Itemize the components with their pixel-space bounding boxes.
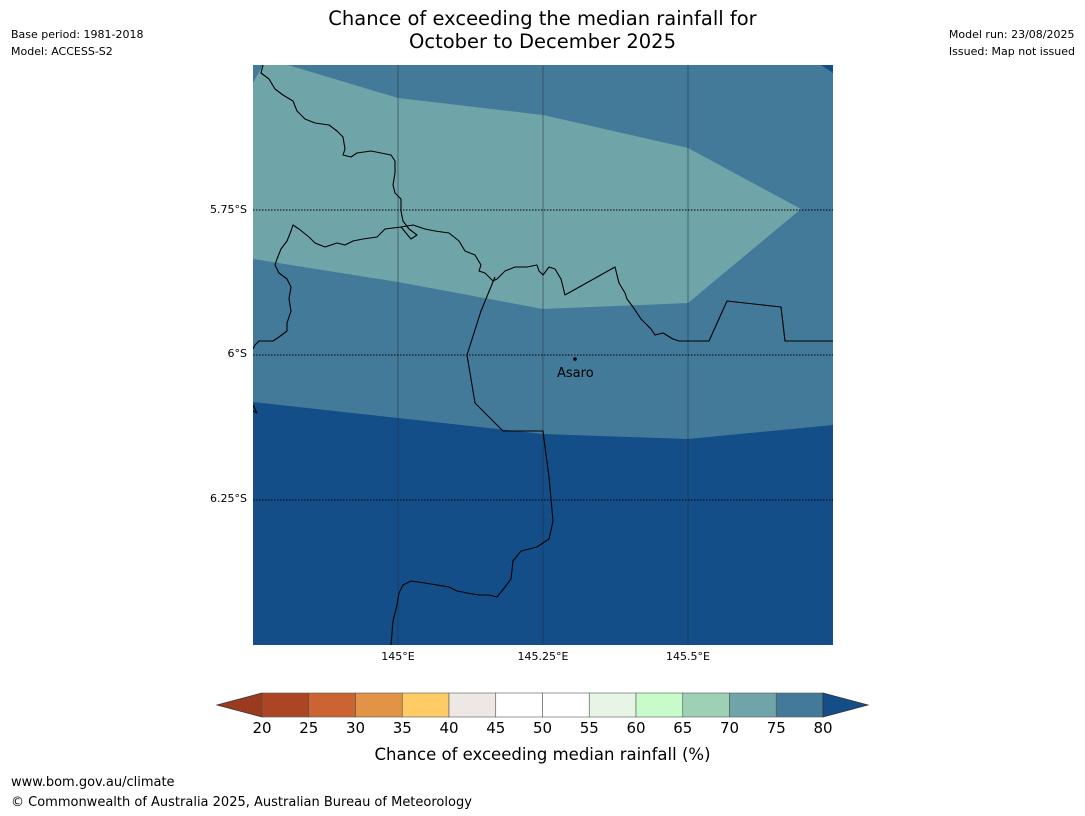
colorbar-tick-label: 80 <box>813 719 833 737</box>
colorbar-tick-label: 55 <box>579 719 599 737</box>
asaro-marker <box>573 357 577 361</box>
model-name: Model: ACCESS-S2 <box>11 45 113 58</box>
colorbar-segment <box>775 692 824 718</box>
lon-label-145-5e: 145.5°E <box>666 650 710 663</box>
lon-label-145e: 145°E <box>381 650 415 663</box>
colorbar-segment <box>542 692 590 718</box>
colorbar-tick-label: 30 <box>345 719 366 737</box>
zone-over-80-corner <box>821 65 833 73</box>
parallel-lines <box>253 209 833 501</box>
footer-url[interactable]: www.bom.gov.au/climate <box>11 775 175 790</box>
colorbar-segments <box>261 692 824 718</box>
colorbar-under-arrow <box>215 692 263 718</box>
colorbar-segment <box>635 692 684 718</box>
lat-label-5-75s: 5.75°S <box>210 203 247 216</box>
zone-70-75 <box>253 65 801 309</box>
title-line-1: Chance of exceeding the median rainfall … <box>328 7 757 30</box>
colorbar-tick-label: 25 <box>299 719 319 737</box>
base-period: Base period: 1981-2018 <box>11 28 144 41</box>
colorbar-tick-label: 45 <box>486 719 506 737</box>
meta-left: Base period: 1981-2018 Model: ACCESS-S2 <box>11 26 143 60</box>
colorbar-segment <box>355 692 403 718</box>
colorbar-tick-label: 20 <box>252 719 272 737</box>
map-canvas <box>253 65 833 645</box>
colorbar-segment <box>261 692 310 718</box>
colorbar-tick-label: 70 <box>719 719 740 737</box>
colorbar-over-arrow <box>822 692 870 718</box>
colorbar-segment <box>682 692 730 718</box>
colorbar-segment <box>729 692 777 718</box>
province-boundaries <box>253 65 833 645</box>
colorbar-tick-label: 60 <box>626 719 646 737</box>
lat-label-6s: 6°S <box>227 347 247 360</box>
colorbar-segment <box>448 692 497 718</box>
colorbar <box>215 692 870 718</box>
colorbar-tick-label: 75 <box>766 719 786 737</box>
footer-copyright: © Commonwealth of Australia 2025, Austra… <box>11 795 472 810</box>
colorbar-tick-label: 50 <box>532 719 553 737</box>
map-panel[interactable] <box>253 65 833 645</box>
place-label-asaro: Asaro <box>557 366 594 381</box>
issued-status: Issued: Map not issued <box>948 45 1075 58</box>
colorbar-tick-label: 35 <box>392 719 412 737</box>
lon-label-145-25e: 145.25°E <box>517 650 569 663</box>
colorbar-label: Chance of exceeding median rainfall (%) <box>374 745 711 764</box>
colorbar-segment <box>495 692 543 718</box>
title-line-2: October to December 2025 <box>409 30 676 53</box>
colorbar-segment <box>588 692 637 718</box>
colorbar-tick-label: 65 <box>673 719 693 737</box>
colorbar-segment <box>401 692 450 718</box>
colorbar-segment <box>308 692 356 718</box>
meta-right: Model run: 23/08/2025 Issued: Map not is… <box>949 26 1075 60</box>
map-title: Chance of exceeding the median rainfall … <box>0 7 1085 53</box>
colorbar-tick-label: 40 <box>439 719 459 737</box>
model-run: Model run: 23/08/2025 <box>948 28 1075 41</box>
lat-label-6-25s: 6.25°S <box>210 492 247 505</box>
